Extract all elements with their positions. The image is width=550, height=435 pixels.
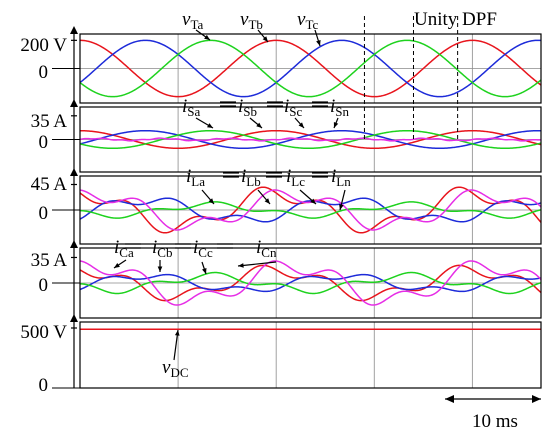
label-pointer-head [256,122,262,128]
label-v-tb: vTb [240,9,263,32]
panel-3-ytick-top: 45 A [31,174,68,195]
y-axis-arrowhead [70,99,78,107]
label-i-sa: iSa [182,96,201,119]
label-pointer-head [339,204,344,210]
trace-lb [80,197,541,223]
trace-cb [80,273,541,293]
y-axis-arrowhead [70,240,78,248]
trace-sb [80,129,541,150]
label-pointer-head [208,198,214,204]
panel-1-ytick-zero: 0 [39,62,49,83]
timescale-label: 10 ms [472,411,518,432]
timescale-arrowhead-left [445,395,454,403]
panel-frame [79,321,542,389]
trace-sc [80,129,541,150]
labels-layer: 200 V 0 vTa vTb vTc Unity DPF 35 A 0 iSa… [20,9,518,432]
y-axis-arrowhead [70,26,78,34]
trace-ln [80,189,541,231]
label-i-sn: iSn [330,96,350,119]
label-i-ln: iLn [331,166,351,189]
panel-5-ytick-zero: 0 [39,375,49,396]
panel-3-ytick-zero: 0 [39,203,49,224]
y-axis-arrowhead [70,314,78,322]
label-pointer-head [114,262,120,268]
timescale-arrowhead-right [532,395,541,403]
label-v-tc: vTc [297,9,318,32]
panel-2-ytick-top: 35 A [31,111,68,132]
label-pointer-head [238,263,244,268]
label-pointer-head [204,34,210,40]
trace-cc [80,271,541,295]
label-pointer [237,261,277,267]
label-i-lb: iLb [241,166,261,189]
panel-2-ytick-zero: 0 [39,132,49,153]
trace-tb [80,39,541,98]
label-pointer-head [333,122,339,128]
label-pointer-head [202,268,207,274]
unity-dpf-annotation: Unity DPF [414,9,497,30]
y-axis-arrowhead [70,168,78,176]
label-pointer-head [262,36,268,42]
label-i-la: iLa [186,166,205,189]
label-v-ta: vTa [182,9,203,32]
label-pointer-head [157,266,163,272]
label-arrows-layer [113,29,541,403]
label-i-ca: iCa [114,237,134,260]
trace-ta [80,39,541,98]
label-pointer-head [316,40,321,46]
axes-layer [52,16,459,389]
trace-sa [80,129,541,150]
label-pointer-head [298,122,304,128]
label-pointer-head [264,198,270,204]
panel-5-ytick-top: 500 V [20,322,67,343]
trace-tc [80,39,541,98]
trace-cn [80,260,541,306]
label-pointer-head [310,198,316,204]
label-i-sb: iSb [238,96,257,119]
label-i-cb: iCb [152,237,172,260]
panel-4-ytick-zero: 0 [39,275,49,296]
traces-layer [80,39,541,330]
label-pointer-head [174,330,180,336]
panel-4-ytick-top: 35 A [31,250,68,271]
label-i-cc: iCc [193,237,213,260]
label-i-sc: iSc [284,96,303,119]
trace-lc [80,201,541,219]
label-i-cn: iCn [256,237,277,260]
panel-1-ytick-top: 200 V [20,35,67,56]
label-pointer-head [207,123,213,128]
trace-sn [80,137,541,142]
label-v-dc: vDC [162,357,189,380]
label-i-lc: iLc [286,166,305,189]
